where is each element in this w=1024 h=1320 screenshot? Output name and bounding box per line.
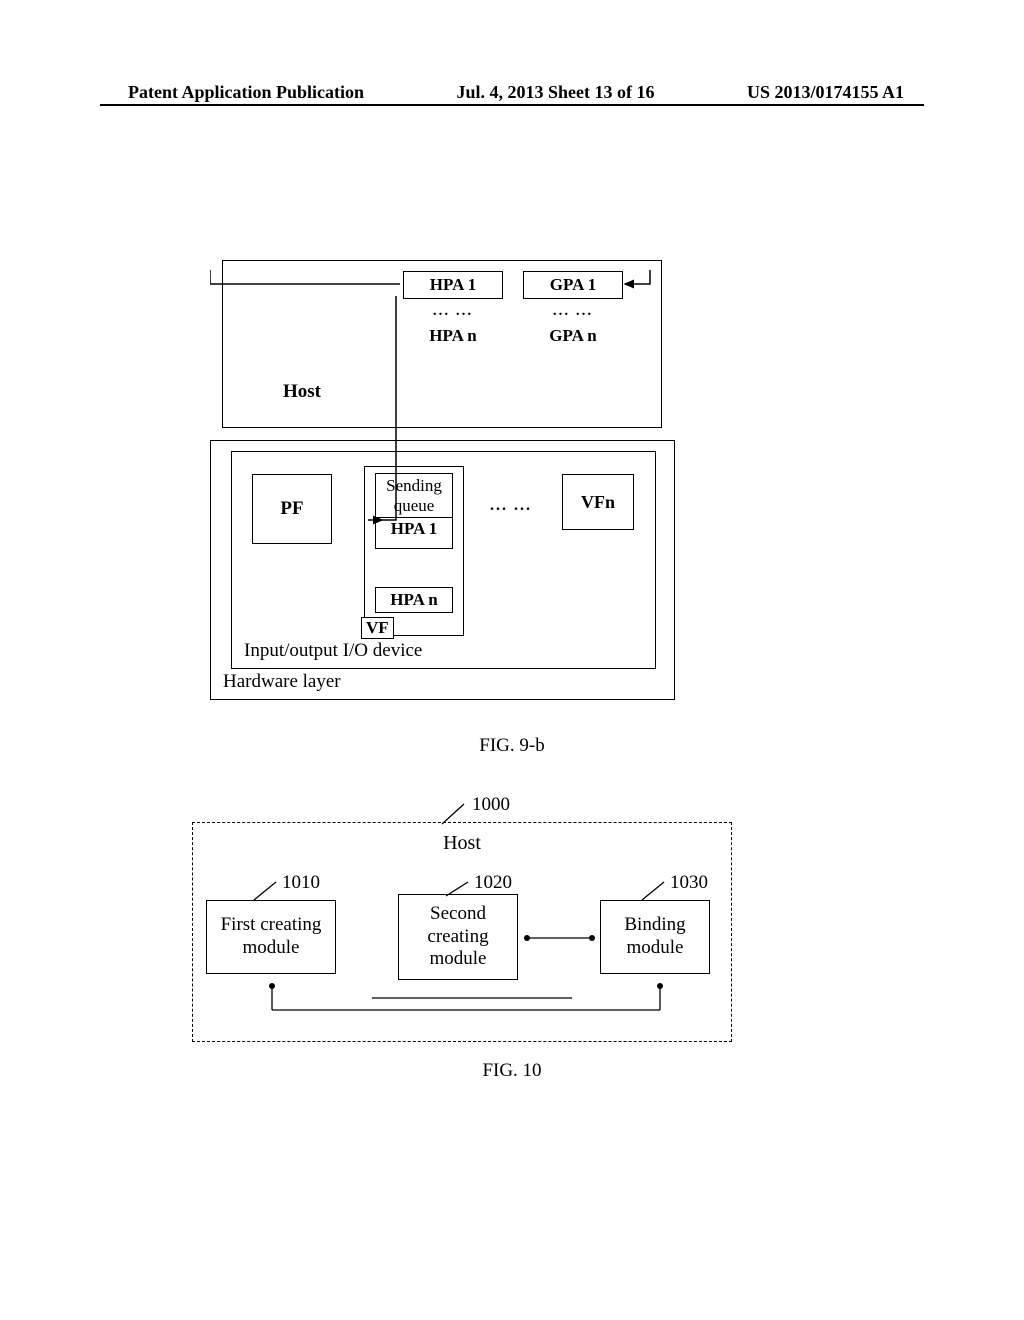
ref-1000: 1000 xyxy=(472,794,510,816)
sending-queue-label: Sending queue xyxy=(376,474,452,517)
host-box: Host HPA 1 ... ... HPA n GPA 1 ... ... G… xyxy=(222,260,662,428)
mod3-label: Binding module xyxy=(601,914,709,960)
figure-10: Host 1000 1010 1020 1030 First creating … xyxy=(192,800,732,1045)
gpa-ellipsis: ... ... xyxy=(523,299,623,324)
fig9b-caption: FIG. 9-b xyxy=(0,735,1024,757)
vf1-box: Sending queue HPA 1 HPA n VF xyxy=(364,466,464,636)
vf-ellipsis: ... ... xyxy=(490,497,532,515)
sendq-hpa1: HPA 1 xyxy=(376,517,452,540)
pf-box: PF xyxy=(252,474,332,544)
gpan-cell: GPA n xyxy=(523,324,623,348)
fig10-caption: FIG. 10 xyxy=(0,1060,1024,1082)
hpa-column: HPA 1 ... ... HPA n xyxy=(403,271,503,348)
sendq-hpan: HPA n xyxy=(375,587,453,613)
vfn-box: VFn xyxy=(562,474,634,530)
vf-label: VF xyxy=(361,617,394,639)
header-mid: Jul. 4, 2013 Sheet 13 of 16 xyxy=(457,82,655,103)
second-creating-module: Second creating module xyxy=(398,894,518,980)
io-device-box: Input/output I/O device PF Sending queue… xyxy=(231,451,656,669)
ref-1030: 1030 xyxy=(670,872,708,894)
mod1-label: First creating module xyxy=(207,914,335,960)
ref-1010: 1010 xyxy=(282,872,320,894)
mod2-label: Second creating module xyxy=(399,903,517,971)
page-header: Patent Application Publication Jul. 4, 2… xyxy=(0,82,1024,103)
gpa-column: GPA 1 ... ... GPA n xyxy=(523,271,623,348)
figure-9b: Host HPA 1 ... ... HPA n GPA 1 ... ... G… xyxy=(210,260,680,705)
hpa-ellipsis: ... ... xyxy=(403,299,503,324)
gpa1-cell: GPA 1 xyxy=(523,271,623,299)
binding-module: Binding module xyxy=(600,900,710,974)
hpa1-cell: HPA 1 xyxy=(403,271,503,299)
hardware-layer-box: Hardware layer Input/output I/O device P… xyxy=(210,440,675,700)
header-rule xyxy=(100,104,924,106)
host-label: Host xyxy=(283,381,321,403)
hardware-layer-label: Hardware layer xyxy=(223,671,341,693)
fig10-host-label: Host xyxy=(192,832,732,855)
sending-queue-box: Sending queue HPA 1 xyxy=(375,473,453,549)
ref-1020: 1020 xyxy=(474,872,512,894)
header-right: US 2013/0174155 A1 xyxy=(747,82,904,103)
io-device-label: Input/output I/O device xyxy=(244,640,422,662)
header-left: Patent Application Publication xyxy=(128,82,364,103)
first-creating-module: First creating module xyxy=(206,900,336,974)
hpan-cell: HPA n xyxy=(403,324,503,348)
